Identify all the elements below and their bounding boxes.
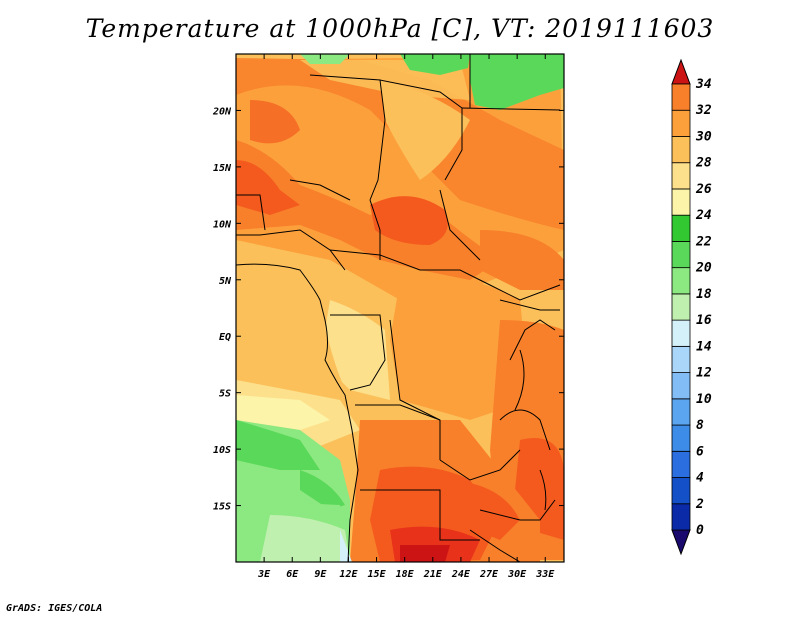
colorbar-swatch	[671, 293, 691, 321]
colorbar-level-label: 20	[695, 261, 712, 276]
colorbar-level-label: 0	[696, 523, 704, 538]
lat-tick-label: 20N	[212, 106, 232, 117]
colorbar-level-label: 18	[696, 287, 712, 302]
map-frame	[235, 53, 565, 563]
lat-tick-label: 10S	[213, 445, 231, 456]
colorbar-level-label: 14	[696, 339, 712, 354]
colorbar-level-label: 4	[696, 471, 704, 486]
credit-label: GrADS: IGES/COLA	[6, 603, 103, 614]
colorbar-swatch	[671, 372, 691, 400]
axis-ticks: 3E 6E 9E 12E 15E 18E 21E 24E 27E 30E 33E 20N 15N 10N 5…	[212, 54, 564, 580]
colorbar-level-label: 6	[696, 444, 704, 459]
colorbar-min-triangle	[671, 529, 691, 556]
country-borders	[236, 54, 561, 562]
lon-tick-label: 12E	[339, 569, 358, 580]
lon-tick-label: 15E	[368, 569, 387, 580]
lon-tick-label: 21E	[423, 569, 443, 580]
colorbar-level-label: 22	[695, 234, 712, 249]
colorbar-swatch	[671, 241, 691, 269]
lat-tick-label: 15S	[213, 502, 231, 513]
colorbar-level-label: 26	[695, 182, 712, 197]
colorbar-level-label: 16	[696, 313, 712, 328]
colorbar-swatch	[671, 188, 691, 216]
colorbar-max-triangle	[671, 58, 691, 85]
colorbar-level-label: 12	[696, 366, 712, 381]
colorbar-level-label: 34	[695, 77, 712, 92]
lat-tick-label: 15N	[213, 163, 232, 174]
lat-tick-label: EQ	[219, 332, 231, 343]
colorbar-level-label: 30	[695, 129, 712, 144]
map-title: Temperature at 1000hPa [C], VT: 20191116…	[85, 14, 715, 43]
lon-tick-label: 9E	[314, 569, 327, 580]
colorbar-swatch	[671, 424, 691, 452]
lon-tick-label: 24E	[451, 569, 471, 580]
colorbar-level-label: 24	[695, 208, 712, 223]
lon-tick-label: 6E	[286, 569, 299, 580]
lon-tick-label: 27E	[479, 569, 499, 580]
colorbar-swatch	[671, 450, 691, 478]
colorbar-swatch	[671, 162, 691, 190]
lat-tick-label: 10N	[213, 219, 232, 230]
colorbar-swatch	[671, 83, 691, 111]
colorbar-level-label: 28	[695, 156, 712, 171]
temperature-field	[236, 54, 564, 562]
colorbar-level-label: 32	[695, 103, 712, 118]
colorbar-swatch	[671, 398, 691, 426]
lat-tick-label: 5N	[219, 276, 232, 287]
colorbar-level-label: 10	[696, 392, 712, 407]
lat-tick-label: 5S	[219, 389, 231, 400]
colorbar-swatch	[671, 109, 691, 137]
colorbar-swatch	[671, 214, 691, 242]
lon-tick-label: 30E	[507, 569, 527, 580]
lon-tick-label: 33E	[535, 569, 555, 580]
colorbar-level-label: 2	[695, 497, 704, 512]
colorbar-swatch	[671, 345, 691, 373]
colorbar-swatch	[671, 503, 691, 531]
colorbar-swatch	[671, 319, 691, 347]
colorbar-swatch	[671, 267, 691, 295]
colorbar-level-label: 8	[696, 418, 704, 433]
lon-tick-label: 18E	[396, 569, 415, 580]
colorbar-swatch	[671, 136, 691, 164]
lon-tick-label: 3E	[257, 569, 271, 580]
colorbar-swatch	[671, 477, 691, 505]
